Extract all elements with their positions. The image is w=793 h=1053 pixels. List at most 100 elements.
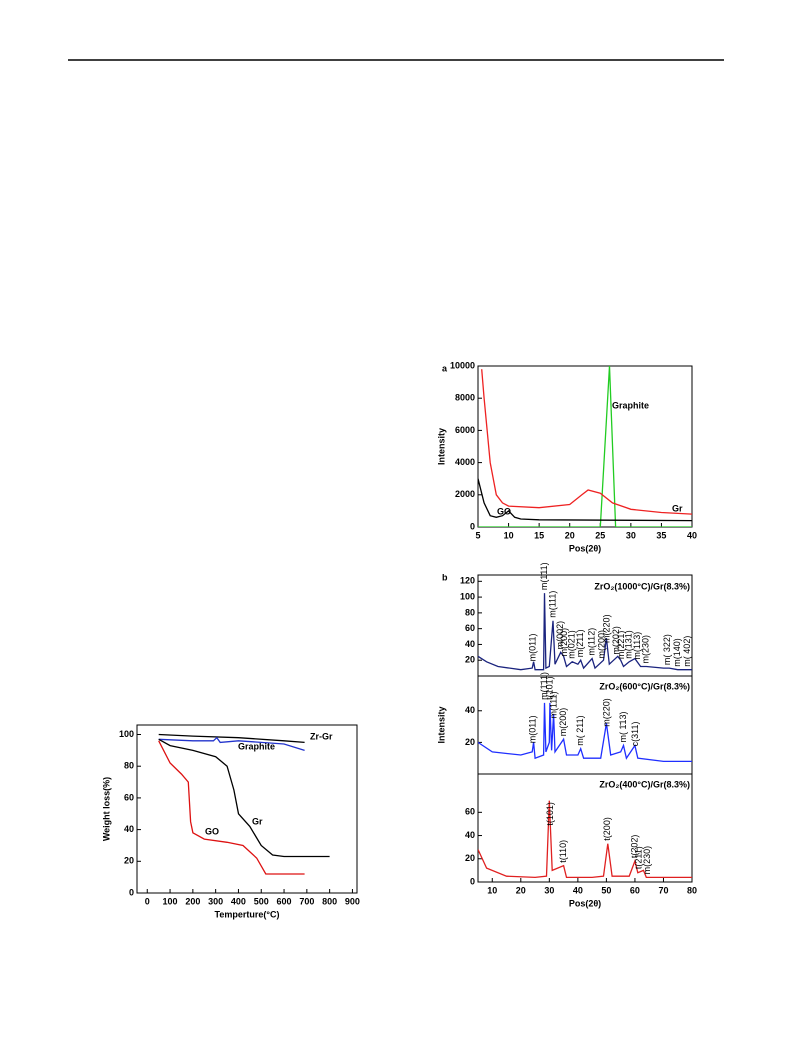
x-axis-label: Pos(2θ) bbox=[569, 898, 601, 908]
peak-label: m( 322) bbox=[662, 634, 672, 665]
x-tick-label: 25 bbox=[595, 530, 605, 540]
peak-label: m(011) bbox=[527, 633, 537, 661]
y-tick-label: 20 bbox=[465, 853, 475, 863]
peak-label: m(002) bbox=[555, 621, 565, 650]
y-tick-label: 40 bbox=[465, 705, 475, 715]
x-tick-label: 100 bbox=[163, 896, 178, 906]
series-label: Graphite bbox=[612, 400, 649, 410]
peak-label: t(101) bbox=[545, 802, 555, 826]
x-tick-label: 40 bbox=[687, 530, 697, 540]
x-tick-label: 30 bbox=[544, 885, 554, 895]
y-tick-label: 40 bbox=[465, 639, 475, 649]
y-tick-label: 80 bbox=[124, 761, 134, 771]
y-tick-label: 0 bbox=[470, 876, 475, 886]
peak-label: m(112) bbox=[587, 628, 597, 656]
x-tick-label: 30 bbox=[626, 530, 636, 540]
series-line bbox=[478, 800, 692, 879]
x-tick-label: 300 bbox=[208, 896, 223, 906]
series-line bbox=[158, 740, 305, 875]
x-tick-label: 600 bbox=[277, 896, 292, 906]
peak-label: m(1̄11) bbox=[539, 562, 549, 590]
series-label: Gr bbox=[672, 503, 683, 513]
peak-label: m(113) bbox=[632, 632, 642, 660]
series-label: Zr-Gr bbox=[310, 731, 333, 741]
peak-label: t(101) bbox=[544, 676, 554, 700]
peak-label: m(200) bbox=[558, 708, 568, 737]
series-label: ZrO₂(400°C)/Gr(8.3%) bbox=[599, 779, 690, 789]
peak-label: m(011) bbox=[527, 715, 537, 743]
panel-label: a bbox=[442, 363, 448, 373]
peak-label: m(230) bbox=[642, 846, 652, 875]
x-tick-label: 5 bbox=[475, 530, 480, 540]
series-line bbox=[158, 738, 330, 858]
peak-label: m( 211) bbox=[575, 715, 585, 745]
peak-label: m(2̄11) bbox=[575, 629, 585, 657]
y-tick-label: 10000 bbox=[450, 360, 475, 370]
peak-label: m(1̄11) bbox=[539, 672, 549, 700]
series-line bbox=[478, 366, 692, 527]
x-tick-label: 800 bbox=[322, 896, 337, 906]
y-tick-label: 60 bbox=[465, 623, 475, 633]
x-axis-label: Temperture(°C) bbox=[215, 909, 280, 919]
y-tick-label: 0 bbox=[129, 887, 134, 897]
x-tick-label: 70 bbox=[658, 885, 668, 895]
x-tick-label: 10 bbox=[487, 885, 497, 895]
plot-frame bbox=[477, 773, 693, 883]
x-tick-label: 10 bbox=[504, 530, 514, 540]
x-tick-label: 700 bbox=[299, 896, 314, 906]
y-tick-label: 120 bbox=[460, 576, 475, 586]
peak-label: m(131) bbox=[624, 630, 634, 659]
x-tick-label: 35 bbox=[656, 530, 666, 540]
y-tick-label: 40 bbox=[124, 824, 134, 834]
peak-label: m(200) bbox=[559, 628, 569, 657]
y-tick-label: 20 bbox=[465, 737, 475, 747]
x-tick-label: 20 bbox=[565, 530, 575, 540]
series-line bbox=[478, 702, 692, 763]
series-line bbox=[478, 478, 692, 522]
x-tick-label: 500 bbox=[254, 896, 269, 906]
peak-label: m(230) bbox=[641, 635, 651, 664]
peak-label: m(021) bbox=[567, 630, 577, 659]
peak-label: m(140) bbox=[672, 638, 682, 667]
peak-label: m(202) bbox=[611, 626, 621, 655]
y-tick-label: 8000 bbox=[455, 393, 475, 403]
plot-frame bbox=[477, 365, 693, 528]
x-tick-label: 80 bbox=[687, 885, 697, 895]
series-line bbox=[478, 593, 692, 671]
peak-label: c(311) bbox=[630, 721, 640, 746]
y-tick-label: 100 bbox=[119, 729, 134, 739]
y-tick-label: 40 bbox=[465, 830, 475, 840]
y-tick-label: 0 bbox=[470, 521, 475, 531]
y-tick-label: 4000 bbox=[455, 457, 475, 467]
y-axis-label: Intensity bbox=[436, 428, 446, 465]
y-tick-label: 6000 bbox=[455, 425, 475, 435]
peak-label: t(110) bbox=[558, 840, 568, 863]
x-tick-label: 20 bbox=[516, 885, 526, 895]
peak-label: m( 1̄13) bbox=[618, 712, 628, 743]
series-label: Gr bbox=[252, 816, 263, 826]
y-axis-label: Weight loss(%) bbox=[101, 777, 111, 841]
peak-label: m( 402) bbox=[682, 636, 692, 667]
x-axis-label: Pos(2θ) bbox=[569, 543, 601, 553]
peak-label: t(200) bbox=[602, 817, 612, 841]
x-tick-label: 200 bbox=[185, 896, 200, 906]
series-label: GO bbox=[205, 826, 219, 836]
peak-label: m(111) bbox=[547, 591, 557, 618]
peak-label: m(111) bbox=[548, 691, 558, 718]
y-tick-label: 80 bbox=[465, 607, 475, 617]
peak-label: m(221) bbox=[616, 631, 626, 660]
x-tick-label: 15 bbox=[534, 530, 544, 540]
peak-label: m(220) bbox=[602, 698, 612, 727]
x-tick-label: 0 bbox=[145, 896, 150, 906]
y-axis-label: Intensity bbox=[436, 706, 446, 743]
y-tick-label: 20 bbox=[465, 655, 475, 665]
y-tick-label: 100 bbox=[460, 591, 475, 601]
x-tick-label: 400 bbox=[231, 896, 246, 906]
series-line bbox=[158, 733, 305, 744]
peak-label: t(211) bbox=[634, 846, 644, 869]
panel-label: b bbox=[442, 572, 448, 582]
series-label: ZrO₂(600°C)/Gr(8.3%) bbox=[599, 681, 690, 691]
series-label: GO bbox=[497, 506, 511, 516]
x-tick-label: 60 bbox=[630, 885, 640, 895]
